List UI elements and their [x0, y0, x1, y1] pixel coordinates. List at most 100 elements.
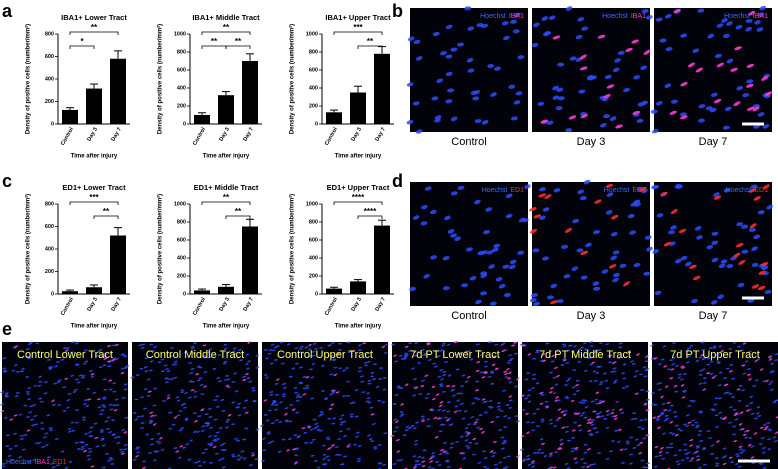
nucleus: [209, 442, 214, 445]
stained-cell: [475, 370, 480, 372]
nucleus: [98, 366, 103, 369]
nucleus: [361, 391, 366, 394]
nucleus: [501, 390, 506, 392]
stained-cell: [521, 394, 525, 397]
nucleus: [209, 461, 214, 464]
nucleus: [685, 457, 690, 460]
nucleus: [282, 395, 287, 398]
stained-cell: [663, 409, 668, 412]
nucleus: [244, 399, 248, 402]
nucleus: [722, 447, 727, 450]
nucleus: [531, 387, 536, 389]
nucleus: [542, 31, 550, 37]
stained-cell: [539, 392, 543, 395]
nucleus: [412, 101, 420, 106]
nucleus: [311, 362, 316, 366]
nucleus: [673, 415, 678, 418]
nucleus: [571, 350, 575, 353]
nucleus: [685, 361, 690, 364]
nucleus: [756, 27, 764, 32]
stained-cell: [639, 186, 647, 192]
nucleus: [93, 422, 98, 425]
nucleus: [550, 360, 555, 363]
stained-cell: [745, 409, 750, 412]
stained-cell: [301, 427, 306, 430]
stained-cell: [574, 412, 579, 415]
nucleus: [479, 371, 484, 374]
stained-cell: [611, 214, 619, 220]
nucleus: [532, 412, 537, 415]
nucleus: [718, 411, 723, 414]
nucleus: [270, 343, 275, 346]
nucleus: [691, 400, 696, 403]
nucleus: [442, 371, 447, 373]
nucleus: [644, 235, 652, 240]
nucleus: [297, 435, 302, 438]
nucleus: [712, 409, 716, 412]
nucleus: [220, 457, 225, 460]
nucleus: [592, 281, 600, 286]
nucleus: [679, 112, 687, 117]
nucleus: [487, 63, 495, 69]
nucleus: [520, 343, 524, 346]
stained-cell: [757, 285, 766, 291]
bar: [86, 287, 102, 294]
stained-cell: [579, 54, 587, 60]
nucleus: [303, 431, 308, 434]
nucleus: [83, 399, 88, 401]
nucleus: [545, 342, 550, 345]
nucleus: [153, 450, 158, 453]
stain-legend: Hoechst IBA1 ED1: [6, 459, 67, 466]
nucleus: [488, 264, 495, 269]
stained-cell: [750, 456, 755, 459]
nucleus: [155, 440, 160, 443]
stained-cell: [149, 411, 154, 414]
nucleus: [762, 380, 767, 383]
nucleus: [593, 230, 600, 235]
nucleus: [164, 377, 169, 380]
stained-cell: [716, 440, 720, 443]
nucleus: [609, 450, 614, 453]
nucleus: [370, 440, 375, 442]
nucleus: [710, 300, 718, 305]
nucleus: [40, 427, 45, 430]
nucleus: [520, 448, 525, 451]
nucleus: [655, 417, 660, 420]
nucleus: [284, 420, 289, 423]
nucleus: [737, 282, 745, 288]
nucleus: [190, 347, 195, 350]
nucleus: [188, 380, 193, 383]
nucleus: [100, 438, 105, 441]
nucleus: [413, 378, 417, 381]
nucleus: [153, 387, 158, 390]
stained-cell: [742, 433, 747, 436]
stained-cell: [573, 457, 578, 460]
nucleus: [540, 418, 545, 421]
stained-cell: [420, 385, 425, 388]
y-axis-label: Density of positive cells (number/mm²): [289, 24, 296, 134]
nucleus: [291, 367, 296, 370]
stained-cell: [113, 409, 118, 412]
nucleus: [189, 372, 194, 375]
chart-title: ED1+ Upper Tract: [327, 183, 390, 192]
stained-cell: [336, 352, 341, 355]
nucleus: [60, 450, 65, 453]
nucleus: [325, 455, 330, 458]
bar: [194, 115, 210, 124]
nucleus: [639, 419, 644, 422]
nucleus: [355, 435, 360, 438]
nucleus: [99, 413, 104, 416]
nucleus: [498, 429, 503, 431]
nucleus: [515, 420, 520, 423]
stained-cell: [533, 214, 542, 219]
stained-cell: [660, 446, 664, 450]
nucleus: [56, 464, 60, 467]
nucleus: [3, 416, 8, 419]
bar: [374, 225, 390, 294]
nucleus: [327, 344, 332, 347]
nucleus: [698, 118, 705, 123]
stained-cell: [13, 345, 18, 348]
micrograph-label: Control Lower Tract: [17, 349, 113, 361]
nucleus: [721, 18, 728, 23]
stained-cell: [529, 228, 538, 234]
